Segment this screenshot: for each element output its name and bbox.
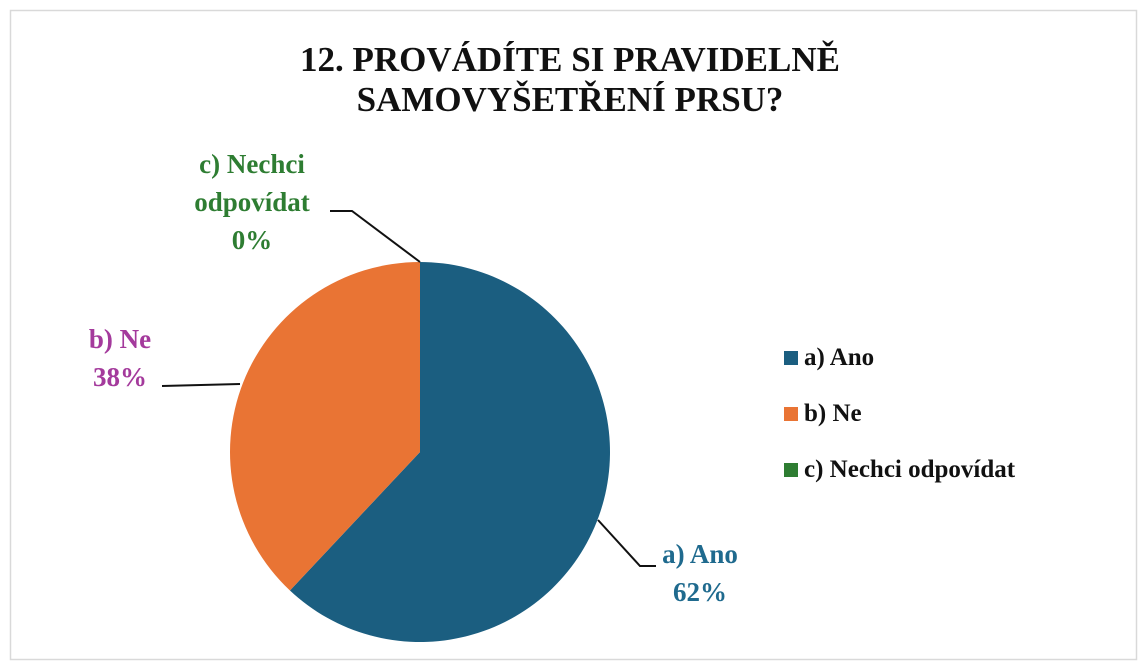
legend: a) Ano b) Ne c) Nechci odpovídat: [784, 330, 1015, 498]
legend-swatch: [784, 407, 798, 421]
data-label-value: 0%: [231, 225, 273, 255]
legend-swatch: [784, 463, 798, 477]
leader-line: [161, 383, 241, 387]
legend-item: a) Ano: [784, 330, 1015, 386]
legend-swatch: [784, 351, 798, 365]
data-label: a) Ano 62%: [662, 535, 738, 611]
leader-line: [330, 210, 421, 263]
data-label: b) Ne 38%: [89, 320, 151, 396]
legend-item: b) Ne: [784, 386, 1015, 442]
leader-line: [597, 519, 656, 567]
data-label-category: b) Ne: [88, 324, 152, 354]
legend-label: b) Ne: [804, 400, 862, 427]
data-label-category: a) Ano: [662, 539, 738, 569]
data-label-category: c) Nechci odpovídat: [194, 149, 310, 217]
chart-border: [9, 9, 1138, 661]
legend-label: c) Nechci odpovídat: [804, 456, 1016, 483]
data-label: c) Nechci odpovídat 0%: [177, 145, 327, 259]
data-label-value: 38%: [93, 362, 147, 392]
legend-item: c) Nechci odpovídat: [784, 442, 1015, 498]
pie-slice: [289, 262, 610, 642]
chart-title: 12. PROVÁDÍTE SI PRAVIDELNĚ SAMOVYŠETŘEN…: [299, 40, 840, 119]
pie-slice: [229, 262, 420, 591]
data-label-value: 62%: [673, 577, 727, 607]
legend-label: a) Ano: [804, 344, 875, 371]
